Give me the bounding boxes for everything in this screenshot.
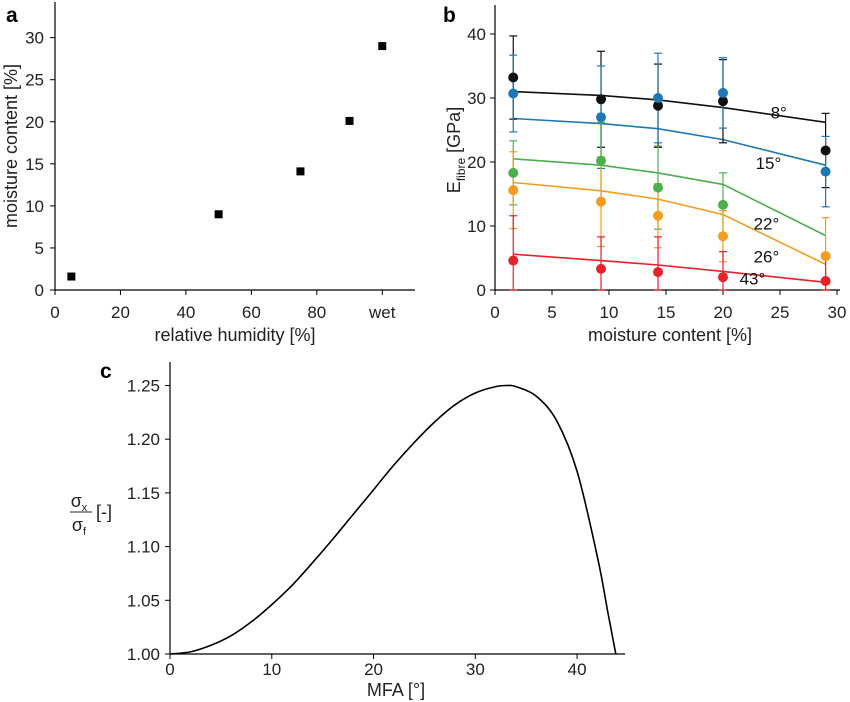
panel-b-y-tick-label: 0: [477, 281, 486, 300]
panel-b-curve-label: 26°: [754, 247, 780, 266]
panel-a-y-tick-label: 30: [25, 29, 44, 48]
panel-b-x-tick-label: 0: [490, 303, 499, 322]
panel-b-point: [718, 199, 728, 210]
panel-b-point: [653, 267, 664, 278]
panel-c-y-axis-label: σx σf [-]: [70, 491, 112, 538]
panel-c-y-tick-label: 1.20: [127, 430, 160, 449]
panel-b-curve-label: 8°: [771, 103, 787, 122]
panel-b-y-axis-label-unit: [GPa]: [444, 107, 464, 158]
panel-b-y-axis-label-sub: fibre: [454, 158, 468, 182]
panel-c-y-tick-label: 1.00: [127, 645, 160, 664]
panel-b-chart: 0 5 10 15 20 25 30 0 10 20 30 40 8° 15° 22° 26° 43° mo…: [444, 5, 846, 345]
panel-b-x-tick-label: 30: [828, 303, 847, 322]
panel-a-x-tick-label: 20: [111, 303, 130, 322]
panel-c-y-label-den-sub: f: [83, 526, 87, 538]
panel-b-point: [718, 96, 728, 107]
panel-c-y-label-num-sub: x: [82, 502, 88, 514]
panel-c-curve: [169, 384, 617, 655]
panel-b-y-tick-label: 30: [467, 89, 486, 108]
panel-b-x-tick-label: 5: [547, 303, 556, 322]
panel-a-y-tick-label: 10: [25, 197, 44, 216]
panel-a-x-tick-label: 0: [50, 303, 59, 322]
panel-b-point: [653, 182, 664, 193]
panel-b-point: [718, 87, 728, 98]
panel-b-point: [820, 145, 831, 156]
panel-a-y-tick-label: 5: [35, 239, 44, 258]
panel-b-y-axis-label-main: E: [444, 181, 464, 193]
panel-b-x-tick-label: 20: [714, 303, 733, 322]
panel-c-x-tick-label: 10: [262, 660, 281, 679]
panel-c-y-label-den-symbol: σ: [72, 515, 83, 535]
panel-c-x-tick-label: 20: [364, 660, 383, 679]
panel-b-y-tick-label: 20: [467, 153, 486, 172]
panel-b-x-tick-label: 15: [657, 303, 676, 322]
panel-b-x-tick-label: 25: [771, 303, 790, 322]
panel-c-y-tick-label: 1.10: [127, 538, 160, 557]
panel-b-x-tick-label: 10: [600, 303, 619, 322]
panel-a-x-tick-label: 40: [176, 303, 195, 322]
panel-b-point: [508, 167, 519, 178]
panel-b-curve-label: 22°: [754, 215, 780, 234]
panel-b-x-axis-label: moisture content [%]: [588, 325, 752, 345]
panel-a-label: a: [6, 4, 18, 27]
panel-a-x-tick-label: wet: [368, 303, 396, 322]
panel-c-y-label-numerator: σx: [71, 491, 88, 514]
panel-b-point: [596, 94, 607, 105]
panel-a-point: [345, 116, 354, 125]
panel-c-x-tick-label: 0: [165, 660, 174, 679]
panel-a-y-tick-label: 0: [35, 281, 44, 300]
panel-c-y-label-denominator: σf: [72, 515, 87, 538]
panel-c-y-tick-label: 1.25: [127, 376, 160, 395]
panel-a-y-axis-label: moisture content [%]: [1, 64, 21, 228]
panel-b-point: [508, 72, 519, 83]
panel-c-y-label-num-symbol: σ: [71, 491, 82, 511]
panel-c-x-tick-label: 30: [466, 660, 485, 679]
panel-b-point: [596, 263, 607, 274]
panel-a-chart: 0 20 40 60 80 wet 0 5 10 15 20 25 30 relative humid…: [1, 2, 415, 345]
panel-b-point: [508, 185, 519, 196]
panel-c-x-tick-label: 40: [568, 660, 587, 679]
panel-b-point: [820, 166, 831, 177]
panel-c-y-tick-label: 1.05: [127, 591, 160, 610]
panel-b-point: [653, 93, 664, 103]
panel-c-chart: 0 10 20 30 40 1.00 1.05 1.10 1.15 1.20 1.25 MFA […: [70, 362, 625, 700]
panel-a-y-tick-label: 20: [25, 113, 44, 132]
panel-b-point: [820, 251, 831, 262]
panel-a-point: [214, 210, 223, 219]
panel-a-x-tick-label: 80: [307, 303, 326, 322]
panel-b-point: [718, 231, 728, 242]
panel-b-point: [820, 276, 831, 287]
panel-a-y-tick-label: 25: [25, 71, 44, 90]
panel-b-point: [596, 112, 607, 123]
panel-c-x-axis-label: MFA [°]: [367, 680, 425, 700]
panel-b-point: [596, 155, 607, 166]
panel-b-y-tick-label: 10: [467, 217, 486, 236]
panel-b-y-tick-label: 40: [467, 25, 486, 44]
panel-a-point: [67, 272, 76, 281]
panel-a-x-axis-label: relative humidity [%]: [154, 325, 315, 345]
panel-b-curve-label: 15°: [756, 154, 782, 173]
panel-b-curve-label: 43°: [740, 269, 766, 288]
panel-a-point: [378, 42, 387, 51]
panel-b-point: [718, 272, 728, 283]
panel-c-label: c: [100, 360, 112, 383]
panel-b-point: [653, 210, 664, 221]
panel-b-point: [653, 100, 664, 111]
panel-a-x-tick-label: 60: [242, 303, 261, 322]
panel-a-y-tick-label: 15: [25, 155, 44, 174]
panel-c-y-label-unit: [-]: [96, 502, 112, 522]
panel-b-point: [508, 88, 519, 99]
panel-b-y-axis-label: Efibre [GPa]: [444, 107, 468, 193]
panel-b-label: b: [443, 4, 456, 27]
panel-b-point: [596, 196, 607, 207]
panel-c-y-tick-label: 1.15: [127, 484, 160, 503]
panel-a-point: [296, 167, 305, 176]
panel-b-point: [508, 255, 519, 266]
